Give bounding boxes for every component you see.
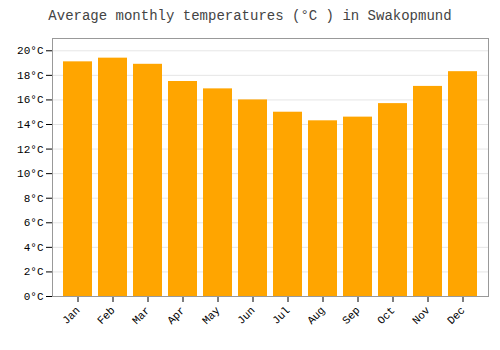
svg-text:Jan: Jan — [60, 304, 82, 326]
svg-text:12°C: 12°C — [17, 144, 44, 156]
svg-text:Jul: Jul — [270, 304, 292, 326]
svg-text:Feb: Feb — [95, 304, 117, 326]
svg-text:6°C: 6°C — [24, 217, 44, 229]
svg-text:Mar: Mar — [130, 304, 152, 326]
svg-text:May: May — [200, 304, 223, 327]
svg-text:0°C: 0°C — [24, 291, 44, 303]
svg-text:Apr: Apr — [165, 304, 187, 326]
svg-text:16°C: 16°C — [17, 94, 44, 106]
svg-text:Nov: Nov — [410, 304, 433, 327]
svg-text:14°C: 14°C — [17, 119, 44, 131]
svg-text:Aug: Aug — [305, 304, 327, 326]
svg-text:2°C: 2°C — [24, 266, 44, 278]
svg-text:18°C: 18°C — [17, 70, 44, 82]
svg-text:8°C: 8°C — [24, 193, 44, 205]
svg-text:Dec: Dec — [445, 304, 467, 326]
svg-text:20°C: 20°C — [17, 45, 44, 57]
svg-text:Sep: Sep — [340, 304, 362, 326]
svg-text:4°C: 4°C — [24, 242, 44, 254]
svg-text:Jun: Jun — [235, 304, 257, 326]
svg-text:10°C: 10°C — [17, 168, 44, 180]
html-text:Average monthly temperatures (: Average monthly temperatures (°C ) in Sw… — [48, 8, 452, 24]
svg-text:Oct: Oct — [375, 304, 397, 326]
